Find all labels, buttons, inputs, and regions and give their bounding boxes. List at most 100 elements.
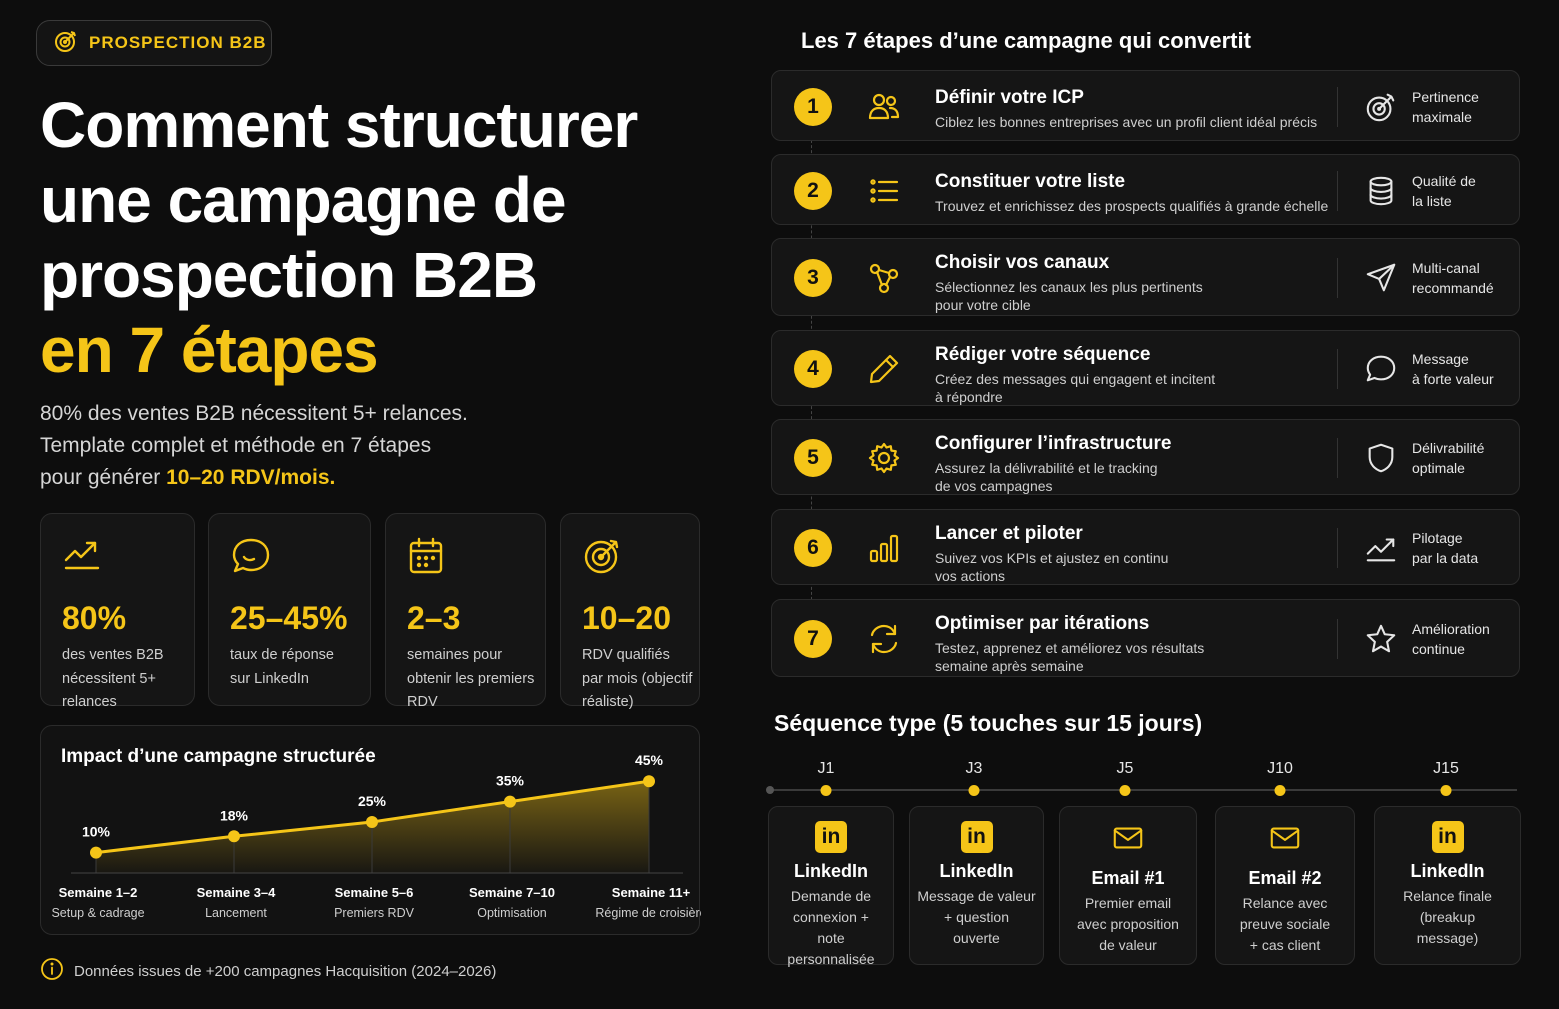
step-number: 6 [794,529,832,567]
divider [1337,438,1338,478]
touch-card: in LinkedIn Demande de connexion + note pers… [768,806,894,967]
footer-text: Données issues de +200 campagnes Hacquis… [74,962,497,980]
data-label: 35% [496,773,525,789]
x-tick-sublabel: Setup & cadrage [51,906,144,920]
steps-title: Les 7 étapes d’une campagne qui converti… [801,28,1251,53]
step-card: 5 Configurer l’infrastructure Assurez la d… [771,419,1520,495]
day-label: J10 [1267,760,1293,777]
step-benefit: Qualité de la liste [1412,172,1476,209]
divider [1337,258,1338,298]
timeline-dot [1274,785,1286,796]
timeline-line [769,789,1517,791]
subtitle: 80% des ventes B2B nécessitent 5+ relanc… [40,398,680,494]
step-title: Constituer votre liste [935,171,1126,192]
stat-card: 80% des ventes B2B nécessitent 5+ relances [40,513,195,710]
divider [1337,86,1338,127]
calendar-icon [407,536,545,578]
x-tick-label: Semaine 11+ [612,885,691,900]
subtitle-prefix: pour générer [40,466,167,489]
sequence-title: Séquence type (5 touches sur 15 jours) [774,710,1203,736]
x-tick-sublabel: Premiers RDV [334,906,415,920]
step-title: Lancer et piloter [935,523,1083,544]
refresh-icon [866,621,902,662]
touch-description: Message de valeur + question ouverte [917,888,1036,946]
impact-chart: 10% Semaine 1–2 Setup & cadrage 18% Semaine … [51,752,701,920]
linkedin-icon: in [960,821,993,853]
subtitle-line: Template complet et méthode en 7 étapes [40,434,432,457]
timeline-start [766,786,774,794]
step-card: 6 Lancer et piloter Suivez vos KPIs et aju… [771,509,1520,585]
touch-card: Email #2 Relance avec preuve sociale + cas … [1215,806,1355,965]
step-card: 2 Constituer votre liste Trouvez et enrich… [771,154,1520,225]
x-tick-sublabel: Optimisation [477,906,547,920]
x-tick-label: Semaine 1–2 [59,885,138,900]
touch-card: in LinkedIn Message de valeur + question ouv… [909,806,1044,965]
step-benefit: Délivrabilité optimale [1412,440,1485,476]
day-label: J1 [817,760,835,777]
step-card: 3 Choisir vos canaux Sélectionnez les cana… [771,238,1520,316]
title-highlight: en 7 étapes [40,314,379,386]
step-description: Ciblez les bonnes entreprises avec un pr… [935,114,1318,130]
subtitle-highlight: 10–20 RDV/mois. [166,466,336,489]
timeline-dot [1119,785,1131,796]
divider [1337,170,1338,211]
touch-description: Demande de connexion + note personnalisée [787,888,875,967]
touch-card: Email #1 Premier email avec proposition de … [1059,806,1197,965]
chart-point [90,846,102,859]
list-icon [866,173,902,214]
stat-card: 10–20 RDV qualifiés par mois (objectif réa… [560,513,700,710]
footer-note: Données issues de +200 campagnes Hacquis… [40,957,496,985]
mail-icon [1268,821,1302,860]
touch-description: Premier email avec proposition de valeur [1077,895,1179,953]
step-number: 4 [794,350,832,388]
divider [1337,349,1338,389]
target-icon [53,28,79,59]
send-icon [1364,261,1398,300]
stat-card: 25–45% taux de réponse sur LinkedIn [208,513,371,706]
step-description: Sélectionnez les canaux les plus pertine… [935,279,1203,313]
x-tick-label: Semaine 5–6 [335,885,414,900]
title-line: une campagne de [40,164,567,236]
step-title: Rédiger votre séquence [935,344,1151,365]
day-label: J5 [1116,760,1134,777]
step-number: 7 [794,620,832,658]
x-tick-sublabel: Régime de croisière [595,906,701,920]
step-description: Testez, apprenez et améliorez vos résult… [935,640,1205,674]
category-badge: PROSPECTION B2B [36,20,272,66]
star-icon [1364,622,1398,661]
touch-card: in LinkedIn Relance finale (breakup message) [1374,806,1521,965]
chart-point [504,795,516,808]
step-description: Créez des messages qui engagent et incit… [935,371,1216,405]
x-tick-label: Semaine 7–10 [469,885,555,900]
step-description: Trouvez et enrichissez des prospects qua… [935,198,1329,214]
pencil-icon [866,351,902,392]
timeline-dot [820,785,832,796]
chat-icon [230,536,370,578]
impact-chart-panel: Impact d’une campagne structurée 10% Sema… [40,725,701,935]
x-tick-label: Semaine 3–4 [197,885,277,900]
touch-description: Relance finale (breakup message) [1403,888,1492,946]
info-icon [40,957,64,985]
timeline-dot [1440,785,1452,796]
step-description: Suivez vos KPIs et ajustez en continu vos… [935,550,1169,584]
title-line: Comment structurer [40,89,638,161]
stat-description: taux de réponse sur LinkedIn [230,647,334,687]
step-card: 1 Définir votre ICP Ciblez les bonnes entr… [771,70,1520,141]
stat-value: 80% [62,600,127,636]
data-label: 10% [82,824,111,840]
data-label: 18% [220,807,249,823]
step-title: Choisir vos canaux [935,252,1110,273]
trend-up-icon [1364,531,1398,570]
subtitle-line: pour générer 10–20 RDV/mois. [40,462,680,494]
share-icon [866,260,902,301]
stat-description: semaines pour obtenir les premiers RDV [407,647,535,710]
step-benefit: Pilotage par la data [1412,530,1479,566]
step-description: Assurez la délivrabilité et le tracking d… [935,460,1158,494]
bar-chart-icon [866,530,902,571]
title-line: prospection B2B [40,239,538,311]
touch-title: LinkedIn [1410,861,1485,881]
touch-title: Email #2 [1248,868,1322,888]
stat-value: 2–3 [407,600,461,636]
linkedin-icon: in [815,821,847,853]
step-benefit: Amélioration continue [1412,621,1490,657]
